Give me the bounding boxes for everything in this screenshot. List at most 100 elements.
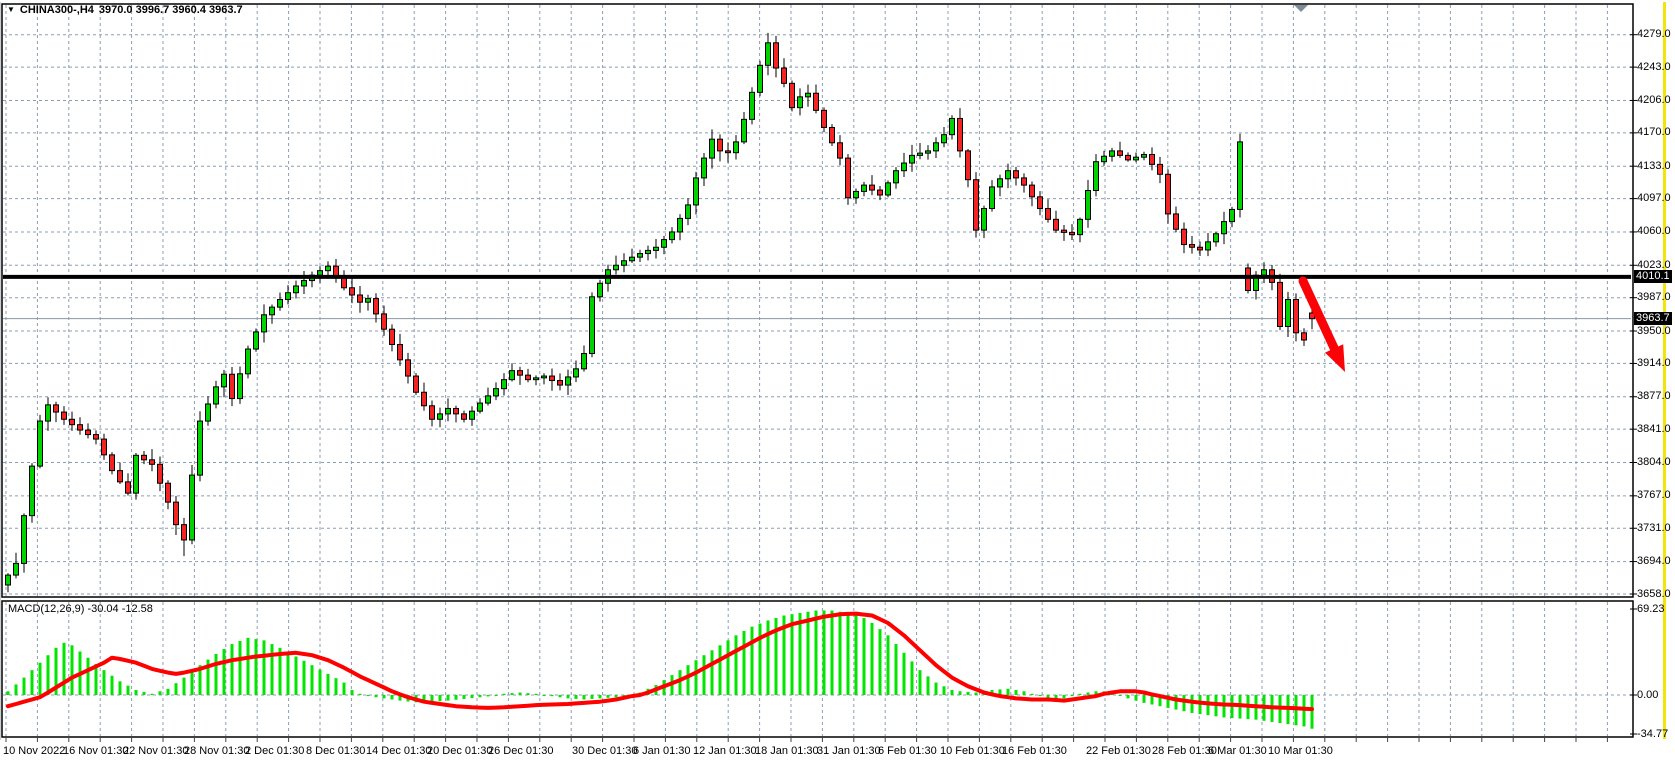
candle-body xyxy=(621,260,627,266)
candle-body xyxy=(5,574,11,586)
macd-histogram-bar xyxy=(310,665,314,695)
macd-histogram-bar xyxy=(750,626,754,695)
candle-body xyxy=(701,157,707,179)
macd-histogram-bar xyxy=(430,695,434,702)
macd-histogram-bar xyxy=(134,690,138,695)
macd-histogram-bar xyxy=(678,670,682,695)
time-axis-label: 10 Feb 01:30 xyxy=(940,745,1005,757)
macd-histogram-bar xyxy=(1166,695,1170,708)
time-axis-label: 6 Jan 01:30 xyxy=(633,745,691,757)
macd-histogram-bar xyxy=(1190,695,1194,713)
macd-histogram-bar xyxy=(22,677,26,695)
macd-histogram-bar xyxy=(198,665,202,695)
candle-body xyxy=(1045,208,1051,220)
macd-histogram-bar xyxy=(1022,691,1026,695)
candle-body xyxy=(381,313,387,330)
macd-axis-label: 69.23 xyxy=(1637,602,1665,615)
macd-histogram-bar xyxy=(782,615,786,695)
candle-body xyxy=(877,189,883,196)
candle-body xyxy=(1125,154,1131,161)
macd-histogram-bar xyxy=(614,695,618,698)
dropdown-triangle-icon[interactable]: ▼ xyxy=(7,5,15,14)
macd-histogram-bar xyxy=(606,695,610,698)
macd-histogram-bar xyxy=(422,695,426,703)
macd-histogram-bar xyxy=(150,693,154,695)
candle-body xyxy=(45,404,51,422)
macd-histogram-bar xyxy=(534,693,538,695)
price-axis-label: 3987.0 xyxy=(1637,291,1671,304)
macd-histogram-bar xyxy=(686,665,690,695)
macd-histogram-bar xyxy=(758,623,762,695)
candle-body xyxy=(213,386,219,405)
trend-arrow-shaft[interactable] xyxy=(1298,276,1340,355)
macd-axis-label: 0.00 xyxy=(1637,688,1659,701)
candle-body xyxy=(349,287,355,296)
candle-body xyxy=(1053,218,1059,231)
macd-panel-border xyxy=(1,600,1634,738)
macd-histogram-bar xyxy=(366,695,370,697)
macd-histogram-bar xyxy=(566,695,570,699)
candle-body xyxy=(821,109,827,128)
macd-histogram-bar xyxy=(846,613,850,695)
macd-histogram-bar xyxy=(1126,695,1130,699)
macd-histogram-bar xyxy=(478,695,482,698)
candle-body xyxy=(645,249,651,255)
candle-body xyxy=(853,190,859,199)
candle-body xyxy=(189,474,195,541)
macd-histogram-bar xyxy=(470,695,474,699)
time-axis-label: 20 Dec 01:30 xyxy=(427,745,493,757)
time-axis-label: 2 Dec 01:30 xyxy=(245,745,305,757)
price-axis-label: 3877.0 xyxy=(1637,390,1671,403)
candle-body xyxy=(301,280,307,287)
candle-body xyxy=(149,459,155,465)
macd-histogram-bar xyxy=(1174,695,1178,710)
price-axis-label: 4279.0 xyxy=(1637,28,1671,41)
chart-shift-marker[interactable] xyxy=(1294,5,1308,12)
time-axis-label: 6 Feb 01:30 xyxy=(878,745,937,757)
macd-histogram-bar xyxy=(1030,693,1034,695)
candle-body xyxy=(93,434,99,440)
candle-body xyxy=(261,314,267,333)
candle-body xyxy=(317,270,323,276)
candle-body xyxy=(101,438,107,456)
trend-arrow-head[interactable] xyxy=(1325,344,1345,372)
candle-body xyxy=(837,142,843,159)
candle-body xyxy=(293,285,299,294)
macd-histogram-bar xyxy=(398,695,402,701)
candle-body xyxy=(733,141,739,154)
candle-body xyxy=(845,157,851,199)
candle-body xyxy=(989,186,995,210)
candle-body xyxy=(581,353,587,370)
macd-histogram-bar xyxy=(942,686,946,695)
macd-histogram-bar xyxy=(246,637,250,695)
vertical-line-object[interactable] xyxy=(1663,2,1666,739)
candle-body xyxy=(205,403,211,422)
macd-histogram-bar xyxy=(86,657,90,695)
candle-body xyxy=(493,388,499,397)
macd-histogram-bar xyxy=(894,644,898,695)
candle-body xyxy=(693,177,699,206)
macd-histogram-bar xyxy=(446,695,450,701)
time-axis-label: 14 Dec 01:30 xyxy=(366,745,432,757)
macd-histogram-bar xyxy=(926,676,930,695)
macd-histogram-bar xyxy=(54,647,58,695)
candle-body xyxy=(893,170,899,184)
candle-body xyxy=(965,150,971,181)
macd-histogram-bar xyxy=(1014,690,1018,695)
candle-body xyxy=(133,454,139,494)
macd-histogram-bar xyxy=(918,670,922,695)
macd-histogram-bar xyxy=(1134,695,1138,701)
candle-body xyxy=(757,64,763,93)
macd-histogram-bar xyxy=(166,688,170,695)
macd-histogram-bar xyxy=(518,692,522,695)
candle-body xyxy=(725,150,731,154)
chart-title: ▼ CHINA300-,H4 3970.0 3996.7 3960.4 3963… xyxy=(7,4,243,16)
macd-histogram-bar xyxy=(38,662,42,695)
time-axis-label: 18 Jan 01:30 xyxy=(755,745,819,757)
candle-body xyxy=(597,282,603,298)
candle-body xyxy=(1293,298,1299,334)
candle-body xyxy=(909,154,915,164)
price-axis-label: 3950.0 xyxy=(1637,324,1671,337)
macd-signal-line xyxy=(6,611,1314,712)
